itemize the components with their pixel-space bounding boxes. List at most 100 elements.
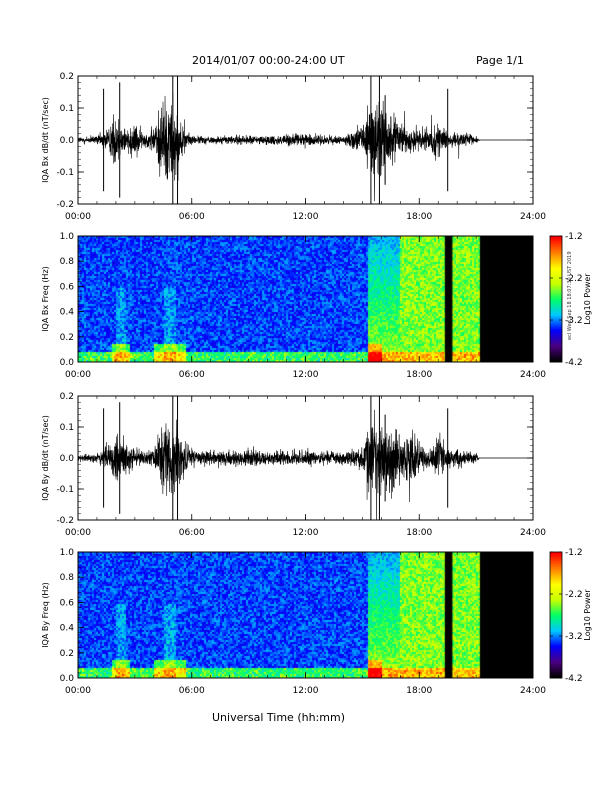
colorbar-swatch [550, 286, 562, 289]
plot-frame [77, 75, 534, 205]
y-tick-label: 0.2 [60, 392, 74, 402]
colorbar-swatch [550, 269, 562, 273]
colorbar-swatch [550, 317, 562, 321]
colorbar-label: Log10 Power [583, 273, 592, 325]
colorbar-swatch [550, 659, 562, 662]
colorbar-swatch [550, 334, 562, 338]
colorbar-swatch [550, 617, 562, 620]
colorbar-label: Log10 Power [583, 589, 592, 641]
colorbar-swatch [550, 633, 562, 637]
y-tick-label: -0.2 [56, 200, 74, 210]
colorbar-swatch [550, 252, 562, 256]
colorbar-swatch [550, 244, 562, 247]
x-tick-label: 00:00 [65, 686, 91, 696]
colorbar-swatch [550, 583, 562, 587]
colorbar-swatch [550, 585, 562, 589]
colorbar-swatch [550, 566, 562, 570]
colorbar-swatch [550, 296, 562, 300]
figure-title: 2014/01/07 00:00-24:00 UT [192, 54, 345, 67]
colorbar-swatch [550, 357, 562, 361]
colorbar-swatch [550, 562, 562, 566]
x-tick-label: 12:00 [293, 528, 319, 538]
colorbar-swatch [550, 619, 562, 622]
colorbar-swatch [550, 657, 562, 660]
colorbar-tick-label: -3.2 [565, 632, 583, 642]
y-tick-label: 1.0 [60, 232, 75, 242]
colorbar-swatch [550, 280, 562, 283]
y-axis-label: IQA By Freq (Hz) [41, 582, 50, 648]
colorbar-swatch [550, 309, 562, 313]
colorbar-swatch [550, 568, 562, 572]
colorbar-swatch [550, 646, 562, 650]
colorbar-swatch [550, 577, 562, 580]
colorbar-swatch [550, 663, 562, 666]
colorbar-swatch [550, 282, 562, 285]
colorbar-swatch [550, 581, 562, 584]
colorbar-swatch [550, 558, 562, 561]
y-tick-label: 0.1 [60, 104, 74, 114]
plot-frame [77, 235, 534, 363]
colorbar-swatch [550, 564, 562, 568]
colorbar-swatch [550, 552, 562, 555]
colorbar-swatch [550, 604, 562, 608]
colorbar-swatch [550, 240, 562, 243]
colorbar-swatch [550, 621, 562, 624]
y-tick-label: 0.8 [60, 573, 75, 583]
colorbar-swatch [550, 615, 562, 618]
colorbar-swatch [550, 638, 562, 641]
colorbar-swatch [550, 242, 562, 245]
y-tick-label: 0.0 [60, 454, 75, 464]
colorbar-swatch [550, 248, 562, 252]
colorbar-swatch [550, 623, 562, 626]
colorbar-swatch [550, 332, 562, 336]
panel-1-axes: 00:00 06:00 12:00 18:00 24:00 -0.2 -0.1 0.0 0.1 0… [41, 72, 546, 222]
colorbar-swatch [550, 636, 562, 639]
panel-3-trace [78, 396, 533, 520]
panel-2-spectrogram [78, 236, 533, 362]
y-axis-label: IQA By dB/dt (nT/sec) [41, 415, 50, 501]
colorbar-swatch [550, 322, 562, 325]
colorbar-swatch [550, 355, 562, 359]
y-tick-label: -0.1 [56, 485, 74, 495]
colorbar-swatch [550, 610, 562, 614]
colorbar-swatch [550, 608, 562, 612]
colorbar-swatch [550, 600, 562, 603]
colorbar-swatch [550, 301, 562, 304]
panel-2-colorbar: -1.2 -2.2 -3.2 -4.2 Log10 Power [549, 232, 592, 368]
spectrogram-canvas [78, 236, 533, 362]
colorbar-swatch [550, 587, 562, 591]
x-axis-title: Universal Time (hh:mm) [212, 711, 345, 724]
colorbar-swatch [550, 275, 562, 279]
colorbar-swatch [550, 642, 562, 645]
panel-3-axes: 00:00 06:00 12:00 18:00 24:00 -0.2 -0.1 0.0 0.1 0… [41, 392, 546, 538]
colorbar-tick-label: -2.2 [565, 590, 583, 600]
x-tick-label: 12:00 [293, 370, 319, 380]
colorbar-swatch [550, 353, 562, 357]
x-tick-label: 00:00 [65, 370, 91, 380]
y-axis-label: IQA Bx dB/dt (nT/sec) [41, 97, 50, 183]
colorbar-swatch [550, 589, 562, 593]
colorbar-swatch [550, 554, 562, 557]
colorbar-swatch [550, 341, 562, 344]
colorbar-swatch [550, 650, 562, 654]
colorbar-swatch [550, 278, 562, 281]
x-tick-label: 18:00 [406, 370, 432, 380]
colorbar-swatch [550, 326, 562, 329]
colorbar-swatch [550, 648, 562, 652]
colorbar-swatch [550, 665, 562, 668]
panel-4-axes: 00:00 06:00 12:00 18:00 24:00 0.0 0.2 0.4 0.6 0.8… [41, 548, 546, 696]
colorbar-swatch [550, 265, 562, 268]
x-tick-label: 00:00 [65, 212, 91, 222]
y-tick-label: 0.2 [60, 72, 74, 82]
colorbar-swatch [550, 259, 562, 262]
colorbar-swatch [550, 263, 562, 266]
colorbar-swatch [550, 579, 562, 582]
colorbar-tick-label: -3.2 [565, 316, 583, 326]
colorbar-swatch [550, 570, 562, 574]
colorbar-swatch [550, 303, 562, 306]
x-tick-label: 18:00 [406, 686, 432, 696]
colorbar-swatch [550, 338, 562, 342]
colorbar-swatch [550, 315, 562, 319]
colorbar-swatch [550, 644, 562, 647]
y-tick-label: 0.4 [60, 624, 75, 634]
